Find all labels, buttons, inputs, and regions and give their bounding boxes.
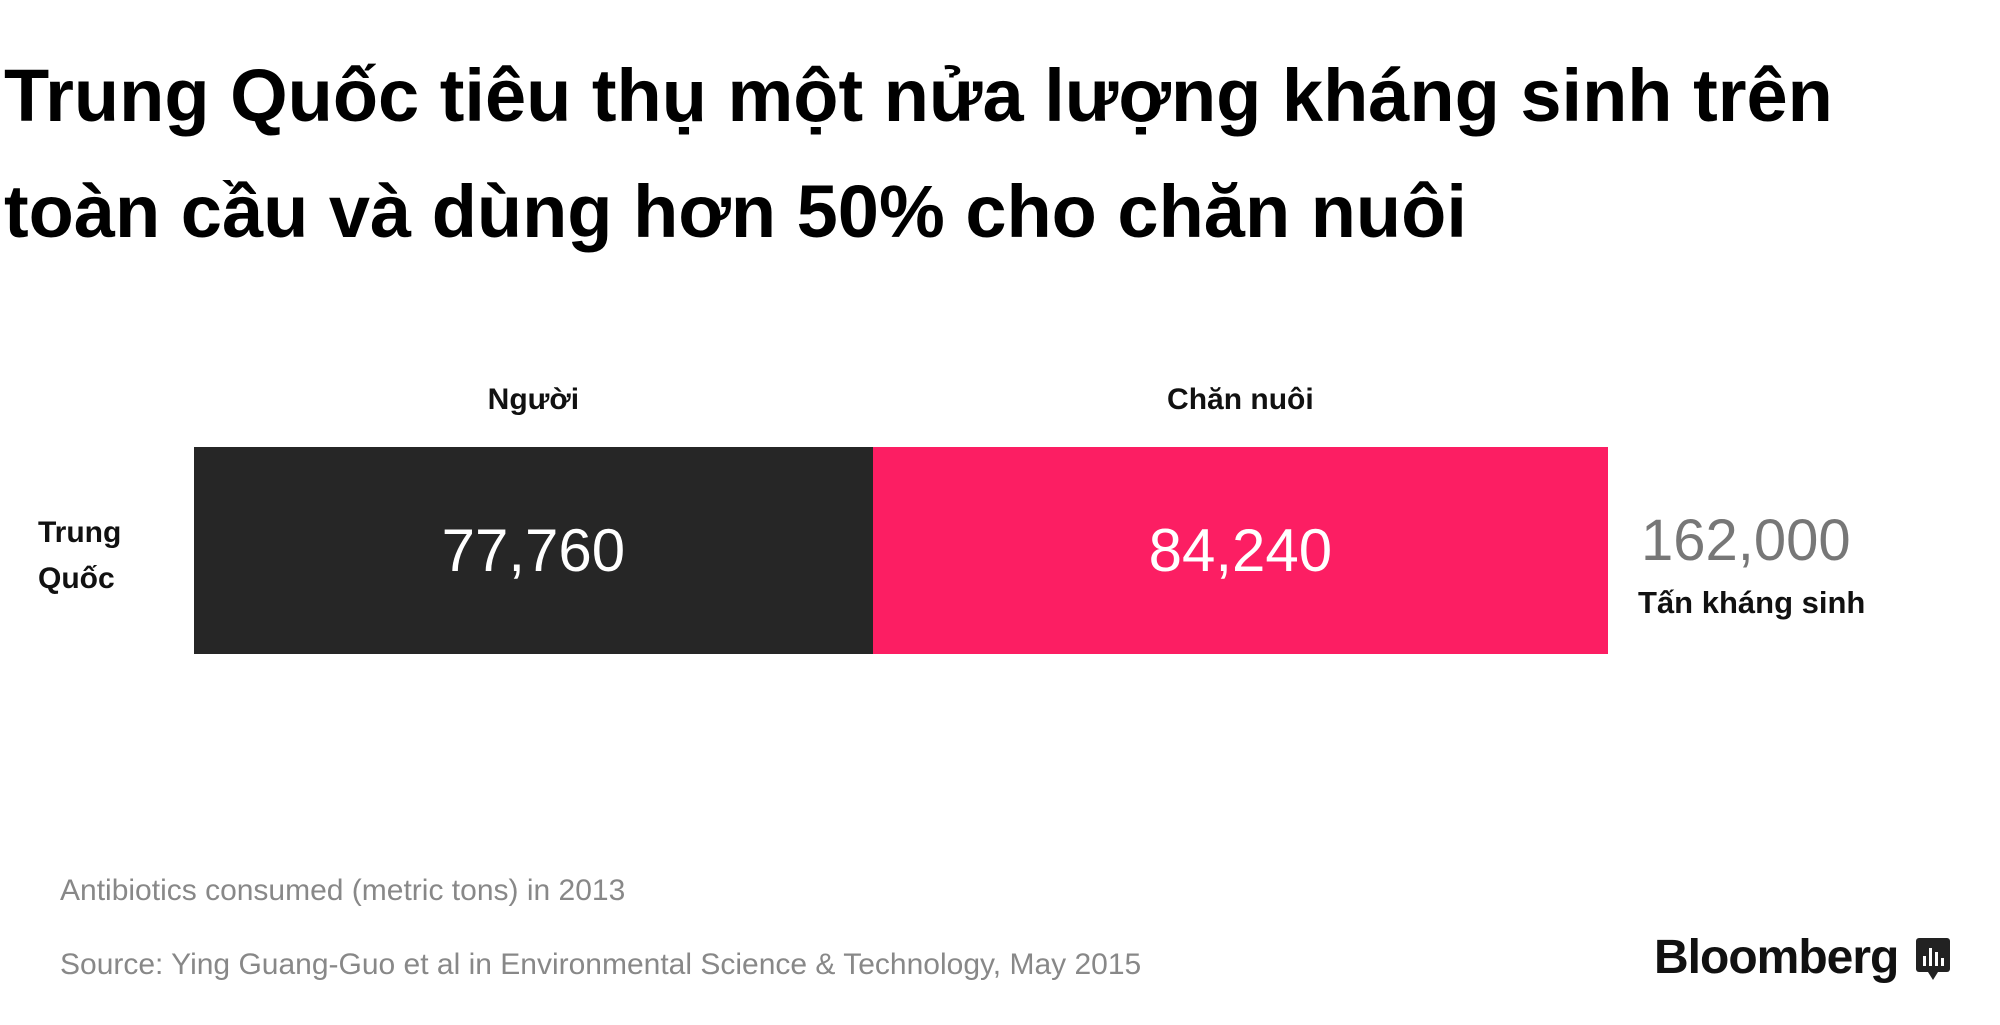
chart-title: Trung Quốc tiêu thụ một nửa lượng kháng … <box>4 54 1833 253</box>
value-label: 84,240 <box>1148 517 1333 584</box>
legend-label: Chăn nuôi <box>1167 383 1314 416</box>
total-unit: Tấn kháng sinh <box>1638 585 1866 620</box>
category-label: Trung Quốc <box>38 516 122 595</box>
bar-segment: 84,240 <box>872 447 1608 654</box>
total-label: 162,000 <box>1641 508 1851 573</box>
bar-segment: 77,760 <box>194 447 873 654</box>
value-label: 77,760 <box>441 517 626 584</box>
source: Source: Ying Guang-Guo et al in Environm… <box>60 948 1142 981</box>
brand: Bloomberg <box>1654 931 1899 984</box>
legend-label: Người <box>487 383 580 416</box>
note: Antibiotics consumed (metric tons) in 20… <box>60 874 626 907</box>
brand-icon <box>1916 938 1950 980</box>
